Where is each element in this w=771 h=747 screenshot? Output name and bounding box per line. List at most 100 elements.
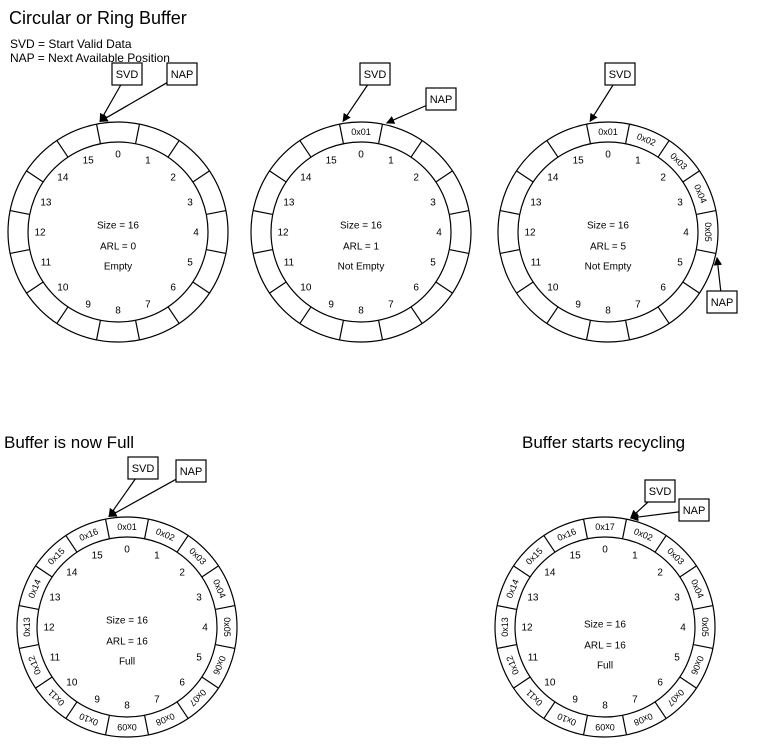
slot-index-2: 2 [170,172,176,183]
segment-value: 0x04 [689,578,706,600]
slot-index-14: 14 [66,567,78,578]
nap-pointer-label: NAP [171,69,194,81]
slot-divider [18,643,39,650]
slot-divider [9,209,30,216]
segment-value: 0x16 [78,526,100,543]
slot-index-8: 8 [358,306,364,317]
slot-divider [26,170,44,183]
slot-index-13: 13 [530,198,542,209]
slot-divider [582,715,589,736]
ring-arl-text: ARL = 5 [590,242,626,253]
slot-index-11: 11 [528,652,539,663]
slot-index-9: 9 [572,695,578,706]
svd-pointer-arrow [589,84,614,123]
slot-divider [410,140,423,158]
slot-index-10: 10 [66,678,78,689]
slot-divider [582,518,589,539]
segment-value: 0x13 [22,617,32,637]
slot-index-7: 7 [388,300,394,311]
slot-index-2: 2 [179,567,185,578]
segment-value: 0x08 [632,711,654,728]
slot-index-4: 4 [436,228,442,239]
slot-divider [693,604,714,611]
slot-divider [252,209,273,216]
nap-pointer-arrow [99,82,168,122]
slot-divider [18,604,39,611]
slot-index-10: 10 [57,283,69,294]
ring-arl-text: ARL = 16 [106,637,148,648]
slot-index-12: 12 [521,623,533,634]
nap-pointer-box [706,290,738,314]
section-title-recycling: Buffer starts recycling [522,433,686,452]
ring-arl-text: ARL = 16 [584,641,626,652]
nap-pointer-label: NAP [683,505,706,517]
slot-divider [513,676,531,689]
slot-divider [104,518,111,539]
segment-value: 0x14 [504,578,521,600]
slot-index-14: 14 [57,172,69,183]
slot-index-5: 5 [674,652,680,663]
slot-divider [657,306,670,324]
slot-index-4: 4 [683,228,689,239]
segment-value: 0x02 [154,526,176,543]
slot-divider [679,565,697,578]
ring-inner-circle [36,536,218,718]
slot-divider [377,123,384,144]
slot-divider [543,701,556,719]
slot-index-8: 8 [605,306,611,317]
ring-status-text: Full [119,657,135,668]
slot-divider [693,643,714,650]
slot-index-0: 0 [358,150,364,161]
slot-divider [56,306,69,324]
slot-divider [696,248,717,255]
slot-divider [201,565,219,578]
slot-divider [449,209,470,216]
ring-size-text: Size = 16 [587,221,629,232]
slot-divider [377,320,384,341]
segment-value: 0x14 [26,578,43,600]
svd-pointer-label: SVD [132,463,155,475]
slot-index-11: 11 [50,652,61,663]
slot-index-13: 13 [527,593,539,604]
slot-index-11: 11 [41,257,52,268]
segment-value: 0x02 [632,526,654,543]
slot-index-6: 6 [413,283,419,294]
ring-outer-circle [497,121,719,343]
svd-pointer-label: SVD [609,69,632,81]
slot-divider [338,123,345,144]
segment-value: 0x09 [117,722,137,732]
svd-pointer-arrow [108,478,136,518]
ring-outer-circle [7,121,229,343]
slot-index-0: 0 [605,150,611,161]
segment-value: 0x13 [500,617,510,637]
segment-value: 0x04 [211,578,228,600]
slot-divider [543,535,556,553]
nap-pointer-arrow [713,256,723,292]
slot-index-6: 6 [660,283,666,294]
slot-divider [546,140,559,158]
ring-status-text: Empty [104,262,132,273]
segment-value: 0x02 [635,131,657,148]
slot-divider [176,701,189,719]
slot-index-10: 10 [547,283,559,294]
segment-value: 0x05 [700,617,710,637]
segment-value: 0x08 [154,711,176,728]
slot-divider [410,306,423,324]
slot-index-6: 6 [170,283,176,294]
slot-index-15: 15 [570,550,582,561]
nap-pointer-box [678,498,710,522]
slot-index-1: 1 [632,550,638,561]
slot-divider [167,306,180,324]
slot-divider [624,123,631,144]
svd-pointer-box [359,62,391,86]
ring-inner-circle [27,141,209,323]
slot-index-2: 2 [657,567,663,578]
slot-divider [657,140,670,158]
segment-value: 0x01 [351,127,371,137]
segment-value: 0x01 [117,522,137,532]
slot-divider [338,320,345,341]
ring-inner-circle [514,536,696,718]
